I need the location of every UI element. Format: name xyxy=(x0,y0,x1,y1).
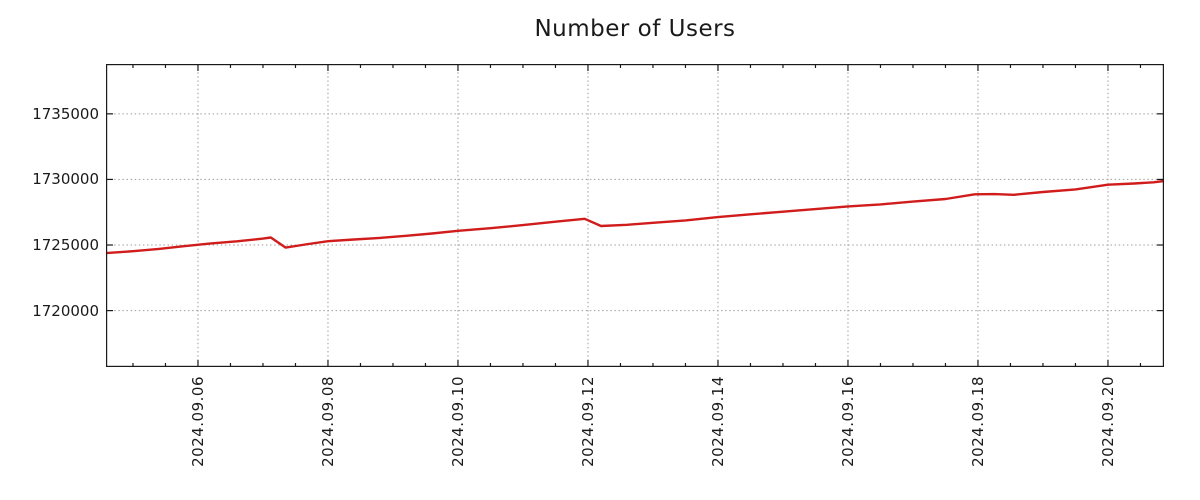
x-tick-label: 2024.09.06 xyxy=(188,376,207,467)
chart-title: Number of Users xyxy=(534,16,736,42)
x-tick-label: 2024.09.16 xyxy=(838,376,857,467)
plot-border xyxy=(106,64,1164,367)
x-tick-label: 2024.09.08 xyxy=(318,376,337,467)
plot-canvas xyxy=(106,64,1164,367)
users-line-series xyxy=(106,179,1164,255)
y-tick-label: 1720000 xyxy=(32,301,99,320)
x-tick-label: 2024.09.14 xyxy=(708,376,727,467)
y-tick-label: 1735000 xyxy=(32,104,99,123)
x-tick-label: 2024.09.12 xyxy=(578,376,597,467)
x-tick-label: 2024.09.20 xyxy=(1098,376,1117,467)
x-tick-label: 2024.09.18 xyxy=(968,376,987,467)
y-tick-label: 1730000 xyxy=(32,170,99,189)
y-tick-label: 1725000 xyxy=(32,236,99,254)
plot-area xyxy=(106,64,1164,367)
x-tick-label: 2024.09.10 xyxy=(448,376,467,467)
